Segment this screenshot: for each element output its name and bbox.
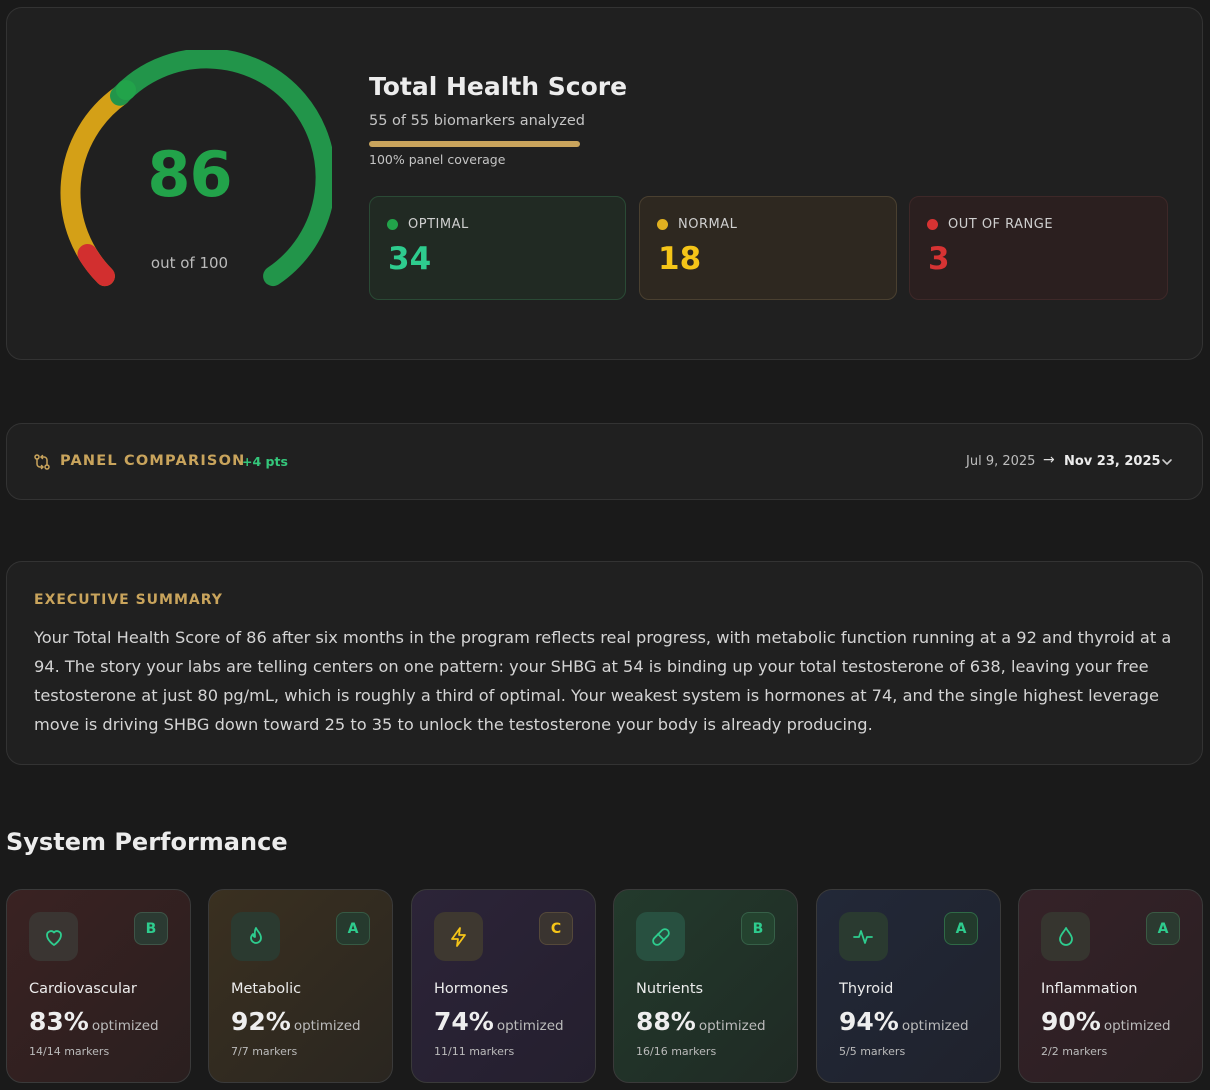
optimized-label: optimized xyxy=(1103,1018,1171,1034)
stat-out-of-range[interactable]: OUT OF RANGE 3 xyxy=(909,196,1168,300)
executive-summary-card: EXECUTIVE SUMMARY Your Total Health Scor… xyxy=(6,561,1203,765)
pulse-icon xyxy=(839,912,888,961)
percent-value: 94% xyxy=(839,1007,899,1036)
summary-title: EXECUTIVE SUMMARY xyxy=(34,592,223,608)
system-card-cardiovascular[interactable]: B Cardiovascular 83% optimized 14/14 mark… xyxy=(6,889,191,1083)
comparison-delta: +4 pts xyxy=(242,454,288,469)
optimized-label: optimized xyxy=(293,1018,361,1034)
system-percent: 83% optimized xyxy=(29,1007,159,1036)
stat-label: OUT OF RANGE xyxy=(948,217,1054,232)
pill-icon xyxy=(636,912,685,961)
optimized-label: optimized xyxy=(901,1018,969,1034)
system-name: Thyroid xyxy=(839,981,894,997)
system-card-metabolic[interactable]: A Metabolic 92% optimized 7/7 markers xyxy=(208,889,393,1083)
percent-value: 92% xyxy=(231,1007,291,1036)
percent-value: 83% xyxy=(29,1007,89,1036)
health-score-card: 86 out of 100 Total Health Score 55 of 5… xyxy=(6,7,1203,360)
stat-label: NORMAL xyxy=(678,217,738,232)
system-name: Nutrients xyxy=(636,981,704,997)
panel-comparison-toggle[interactable]: PANEL COMPARISON +4 pts Jul 9, 2025 → No… xyxy=(6,423,1203,500)
grade-badge: A xyxy=(1146,912,1180,945)
score-gauge: 86 out of 100 xyxy=(47,48,336,310)
score-title: Total Health Score xyxy=(369,72,628,101)
chevron-down-icon[interactable] xyxy=(1160,455,1174,469)
marker-count: 11/11 markers xyxy=(434,1045,515,1058)
stat-value: 34 xyxy=(388,241,432,277)
system-card-inflammation[interactable]: A Inflammation 90% optimized 2/2 markers xyxy=(1018,889,1203,1083)
summary-body: Your Total Health Score of 86 after six … xyxy=(34,628,1172,734)
lightning-icon xyxy=(434,912,483,961)
droplet-icon xyxy=(1041,912,1090,961)
stat-optimal[interactable]: OPTIMAL 34 xyxy=(369,196,626,300)
biomarkers-analyzed: 55 of 55 biomarkers analyzed xyxy=(369,113,586,129)
heart-icon xyxy=(29,912,78,961)
compare-arrows-icon xyxy=(34,454,50,470)
grade-badge: B xyxy=(741,912,775,945)
system-card-hormones[interactable]: C Hormones 74% optimized 11/11 markers xyxy=(411,889,596,1083)
grade-badge: C xyxy=(539,912,573,945)
marker-count: 5/5 markers xyxy=(839,1045,906,1058)
system-percent: 94% optimized xyxy=(839,1007,969,1036)
system-name: Hormones xyxy=(434,981,509,997)
score-out-of: out of 100 xyxy=(150,254,229,272)
system-card-nutrients[interactable]: B Nutrients 88% optimized 16/16 markers xyxy=(613,889,798,1083)
marker-count: 16/16 markers xyxy=(636,1045,717,1058)
system-percent: 74% optimized xyxy=(434,1007,564,1036)
optimized-label: optimized xyxy=(496,1018,564,1034)
normal-dot-icon xyxy=(657,219,668,230)
stat-normal[interactable]: NORMAL 18 xyxy=(639,196,897,300)
score-value: 86 xyxy=(147,138,232,211)
out-of-range-dot-icon xyxy=(927,219,938,230)
system-name: Metabolic xyxy=(231,981,302,997)
optimal-dot-icon xyxy=(387,219,398,230)
grade-badge: A xyxy=(336,912,370,945)
system-name: Inflammation xyxy=(1041,981,1138,997)
marker-count: 7/7 markers xyxy=(231,1045,298,1058)
comparison-title: PANEL COMPARISON xyxy=(60,453,246,469)
coverage-label: 100% panel coverage xyxy=(369,152,506,167)
system-card-thyroid[interactable]: A Thyroid 94% optimized 5/5 markers xyxy=(816,889,1001,1083)
flame-icon xyxy=(231,912,280,961)
percent-value: 88% xyxy=(636,1007,696,1036)
system-percent: 88% optimized xyxy=(636,1007,766,1036)
percent-value: 74% xyxy=(434,1007,494,1036)
gauge-arc-icon xyxy=(60,48,336,287)
stat-value: 3 xyxy=(928,241,950,277)
system-performance-heading: System Performance xyxy=(6,828,288,856)
system-name: Cardiovascular xyxy=(29,981,137,997)
system-percent: 92% optimized xyxy=(231,1007,361,1036)
grade-badge: A xyxy=(944,912,978,945)
optimized-label: optimized xyxy=(91,1018,159,1034)
stat-value: 18 xyxy=(658,241,702,277)
grade-badge: B xyxy=(134,912,168,945)
optimized-label: optimized xyxy=(698,1018,766,1034)
percent-value: 90% xyxy=(1041,1007,1101,1036)
marker-count: 2/2 markers xyxy=(1041,1045,1108,1058)
marker-count: 14/14 markers xyxy=(29,1045,110,1058)
stat-label: OPTIMAL xyxy=(408,217,469,232)
coverage-progress-bar xyxy=(369,141,580,147)
system-percent: 90% optimized xyxy=(1041,1007,1171,1036)
comparison-to-date: Nov 23, 2025 xyxy=(1064,454,1161,469)
arrow-right-icon: → xyxy=(1043,452,1055,468)
comparison-from-date: Jul 9, 2025 xyxy=(966,454,1036,469)
